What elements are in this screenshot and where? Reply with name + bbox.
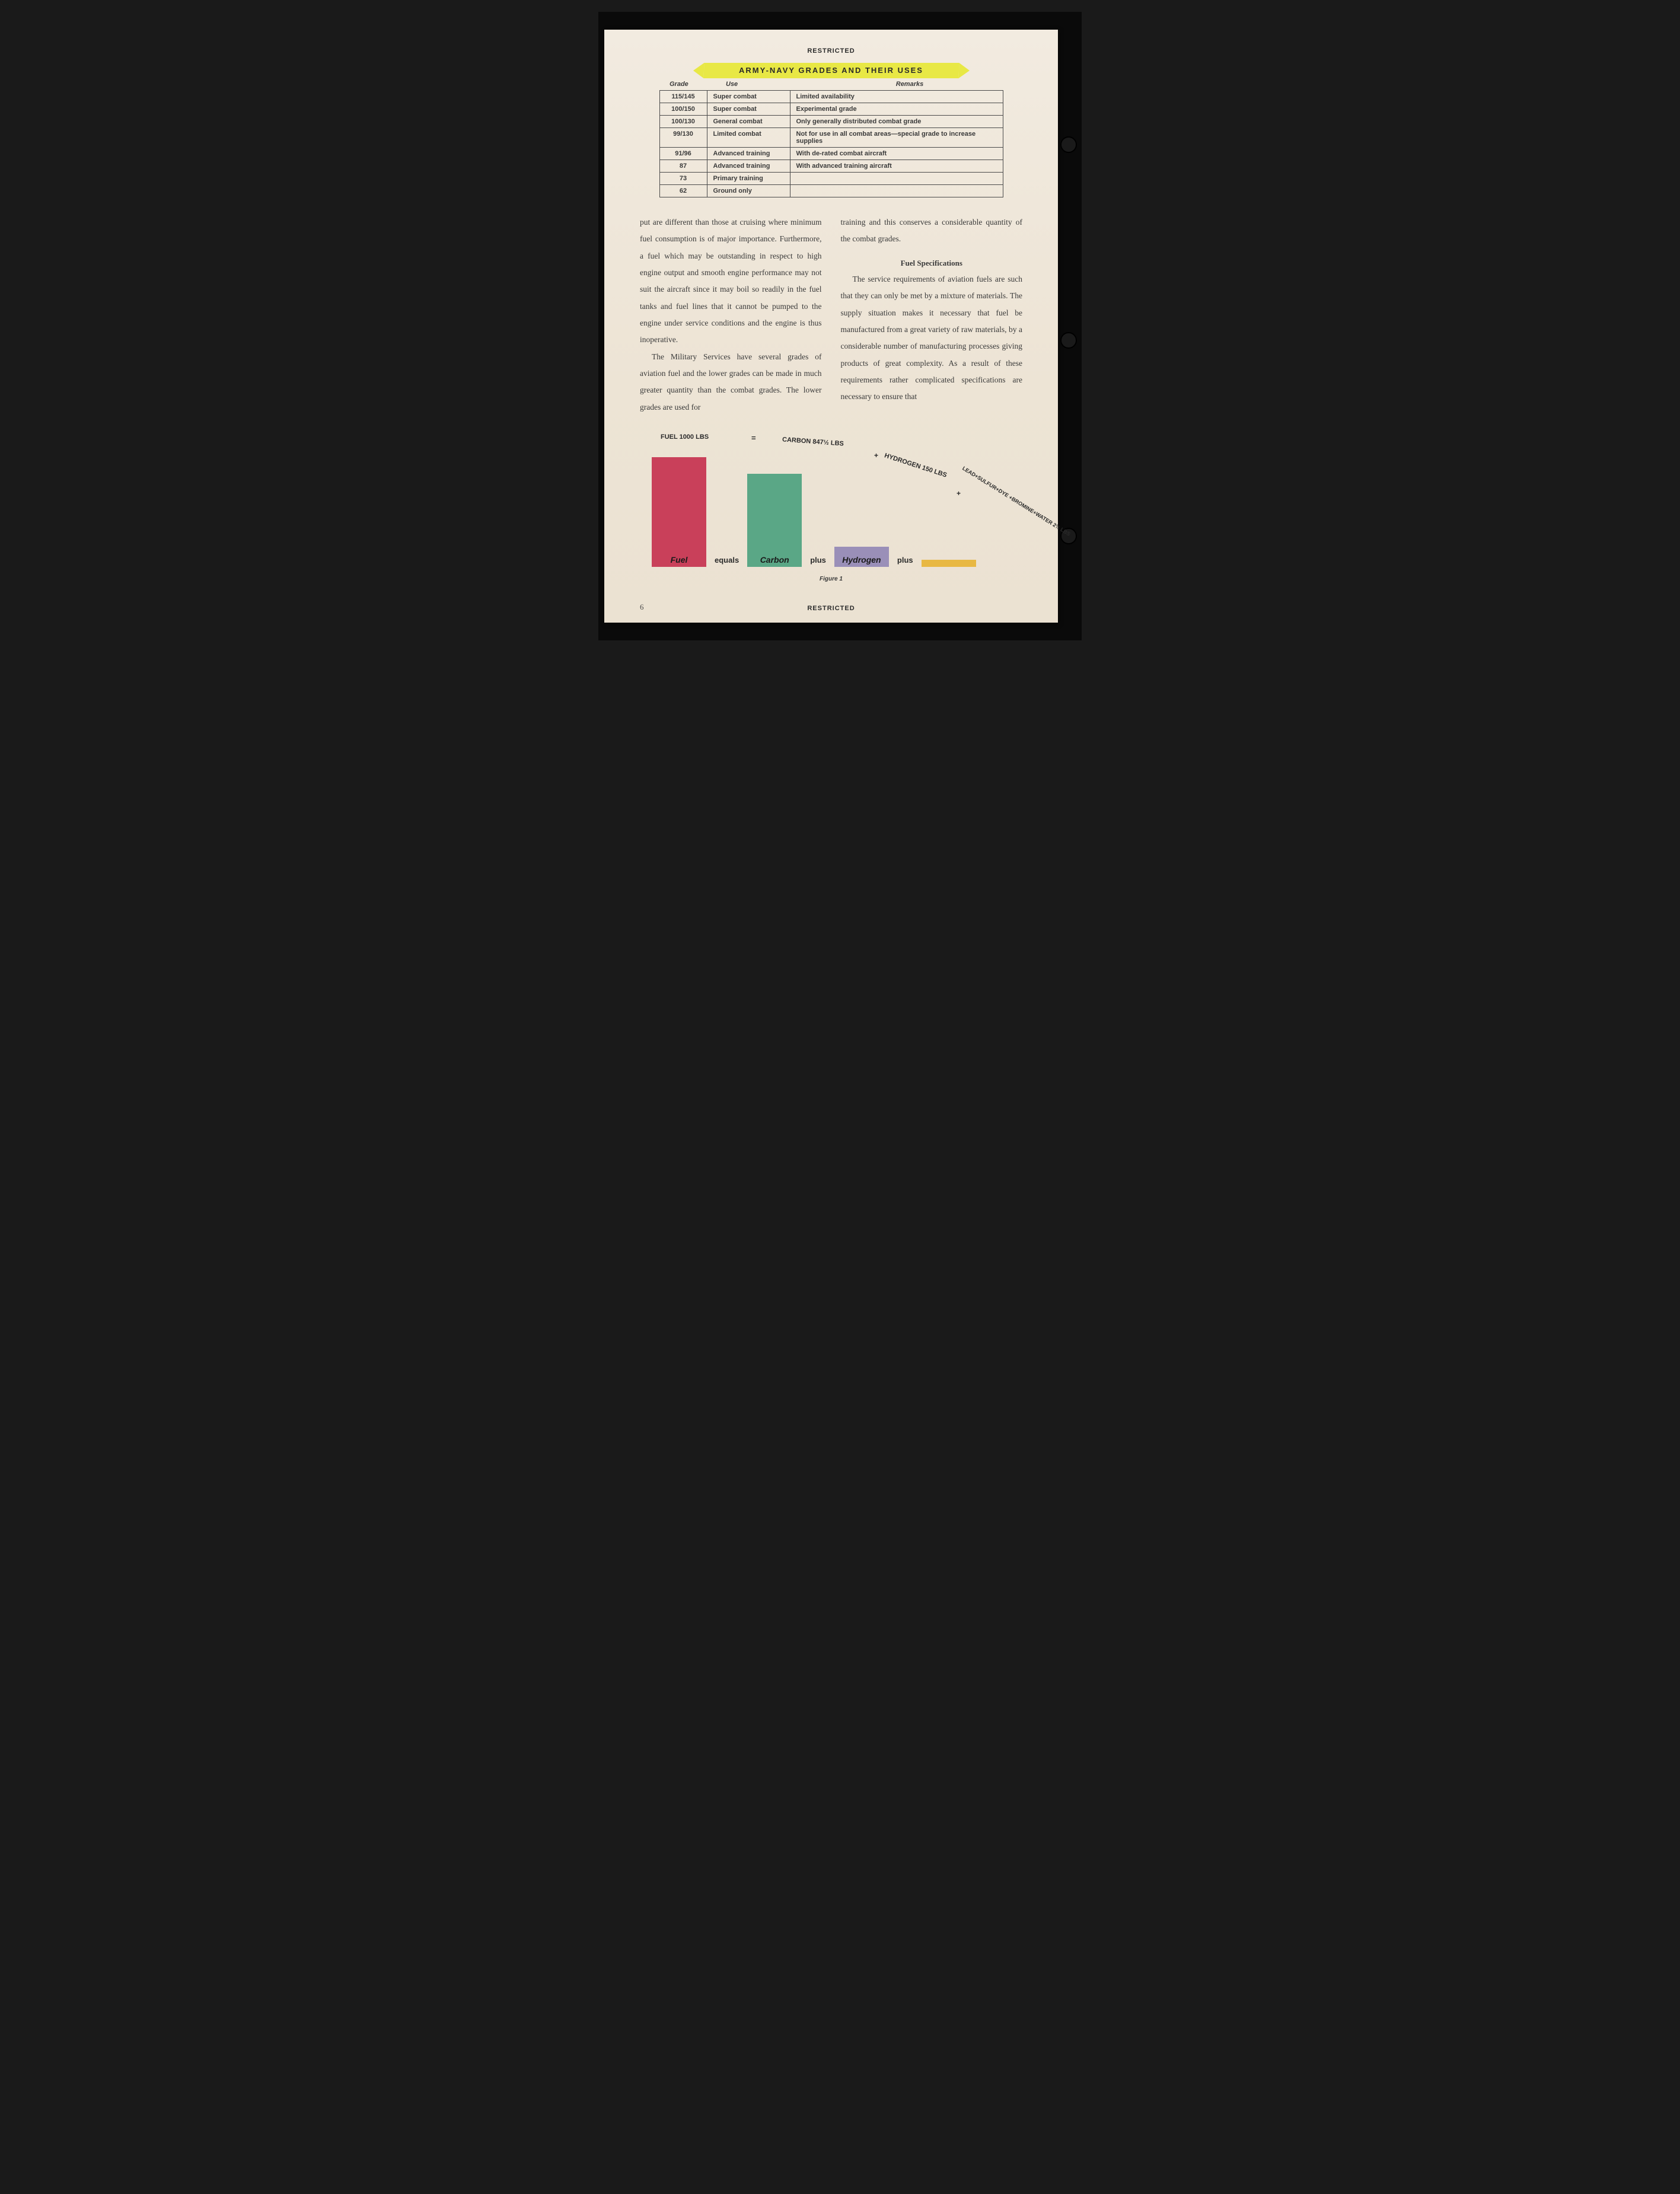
bar-group: Carbon <box>747 474 802 567</box>
table-cell: Only generally distributed combat grade <box>790 116 1003 128</box>
banner-title: ARMY-NAVY GRADES AND THEIR USES <box>739 66 923 75</box>
table-row: 73Primary training <box>659 173 1003 185</box>
bar: Fuel <box>652 457 706 567</box>
classification-header: RESTRICTED <box>640 47 1022 55</box>
table-row: 99/130Limited combatNot for use in all c… <box>659 128 1003 148</box>
table-cell: Not for use in all combat areas—special … <box>790 128 1003 148</box>
paragraph: The service requirements of aviation fue… <box>841 271 1023 406</box>
table-cell <box>790 185 1003 197</box>
table-row: 100/130General combatOnly generally dist… <box>659 116 1003 128</box>
table-cell: Primary training <box>707 173 790 185</box>
table-header-row: Grade Use Remarks <box>670 81 1022 88</box>
classification-footer: RESTRICTED <box>604 605 1058 612</box>
carbon-label: CARBON 847½ LBS <box>782 436 844 448</box>
paragraph: put are different than those at cruising… <box>640 214 822 349</box>
body-columns: put are different than those at cruising… <box>640 214 1022 416</box>
table-cell: With advanced training aircraft <box>790 160 1003 173</box>
left-column: put are different than those at cruising… <box>640 214 822 416</box>
equals-sign: = <box>751 433 756 442</box>
scanner-background: RESTRICTED ARMY-NAVY GRADES AND THEIR US… <box>598 12 1082 640</box>
table-cell: 100/130 <box>659 116 707 128</box>
bar <box>922 560 976 567</box>
table-row: 91/96Advanced trainingWith de-rated comb… <box>659 148 1003 160</box>
table-cell: 62 <box>659 185 707 197</box>
bar-label: Fuel <box>652 555 706 565</box>
bar-label: Carbon <box>747 555 802 565</box>
page-number: 6 <box>640 602 644 612</box>
bar-group: Hydrogen <box>834 547 889 567</box>
subheading: Fuel Specifications <box>841 255 1023 271</box>
table-cell: 73 <box>659 173 707 185</box>
bar: Carbon <box>747 474 802 567</box>
bar-group <box>922 560 976 567</box>
binder-hole <box>1060 136 1077 153</box>
document-page: RESTRICTED ARMY-NAVY GRADES AND THEIR US… <box>604 30 1058 623</box>
table-cell: 100/150 <box>659 103 707 116</box>
table-cell: Advanced training <box>707 160 790 173</box>
paragraph: training and this conserves a considerab… <box>841 214 1023 248</box>
col-header-remarks: Remarks <box>833 81 1022 88</box>
bar-group: Fuel <box>652 457 706 567</box>
connector-text: plus <box>802 556 834 567</box>
figure-1: FUEL 1000 LBS = CARBON 847½ LBS + HYDROG… <box>640 433 1022 585</box>
table-cell: Limited availability <box>790 91 1003 103</box>
connector-text: plus <box>889 556 922 567</box>
binder-hole <box>1060 332 1077 349</box>
table-cell: Super combat <box>707 91 790 103</box>
table-cell: With de-rated combat aircraft <box>790 148 1003 160</box>
table-row: 87Advanced trainingWith advanced trainin… <box>659 160 1003 173</box>
fuel-weight-label: FUEL 1000 LBS <box>661 433 709 441</box>
table-cell: 99/130 <box>659 128 707 148</box>
table-cell: 115/145 <box>659 91 707 103</box>
table-body: 115/145Super combatLimited availability1… <box>659 91 1003 197</box>
bar: Hydrogen <box>834 547 889 567</box>
table-row: 115/145Super combatLimited availability <box>659 91 1003 103</box>
col-header-use: Use <box>726 81 833 88</box>
section-banner: ARMY-NAVY GRADES AND THEIR USES <box>683 65 980 76</box>
table-cell: 91/96 <box>659 148 707 160</box>
bar-label: Hydrogen <box>834 555 889 565</box>
table-cell: Ground only <box>707 185 790 197</box>
grades-table: 115/145Super combatLimited availability1… <box>659 90 1003 197</box>
figure-caption: Figure 1 <box>640 576 1022 582</box>
right-column: training and this conserves a considerab… <box>841 214 1023 416</box>
table-cell: 87 <box>659 160 707 173</box>
table-cell: General combat <box>707 116 790 128</box>
table-row: 62Ground only <box>659 185 1003 197</box>
bars-row: FuelequalsCarbonplusHydrogenplus <box>652 457 1010 567</box>
table-cell: Advanced training <box>707 148 790 160</box>
table-cell <box>790 173 1003 185</box>
table-row: 100/150Super combatExperimental grade <box>659 103 1003 116</box>
table-cell: Super combat <box>707 103 790 116</box>
table-cell: Experimental grade <box>790 103 1003 116</box>
col-header-grade: Grade <box>670 81 726 88</box>
table-cell: Limited combat <box>707 128 790 148</box>
paragraph: The Military Services have several grade… <box>640 349 822 416</box>
connector-text: equals <box>706 556 747 567</box>
